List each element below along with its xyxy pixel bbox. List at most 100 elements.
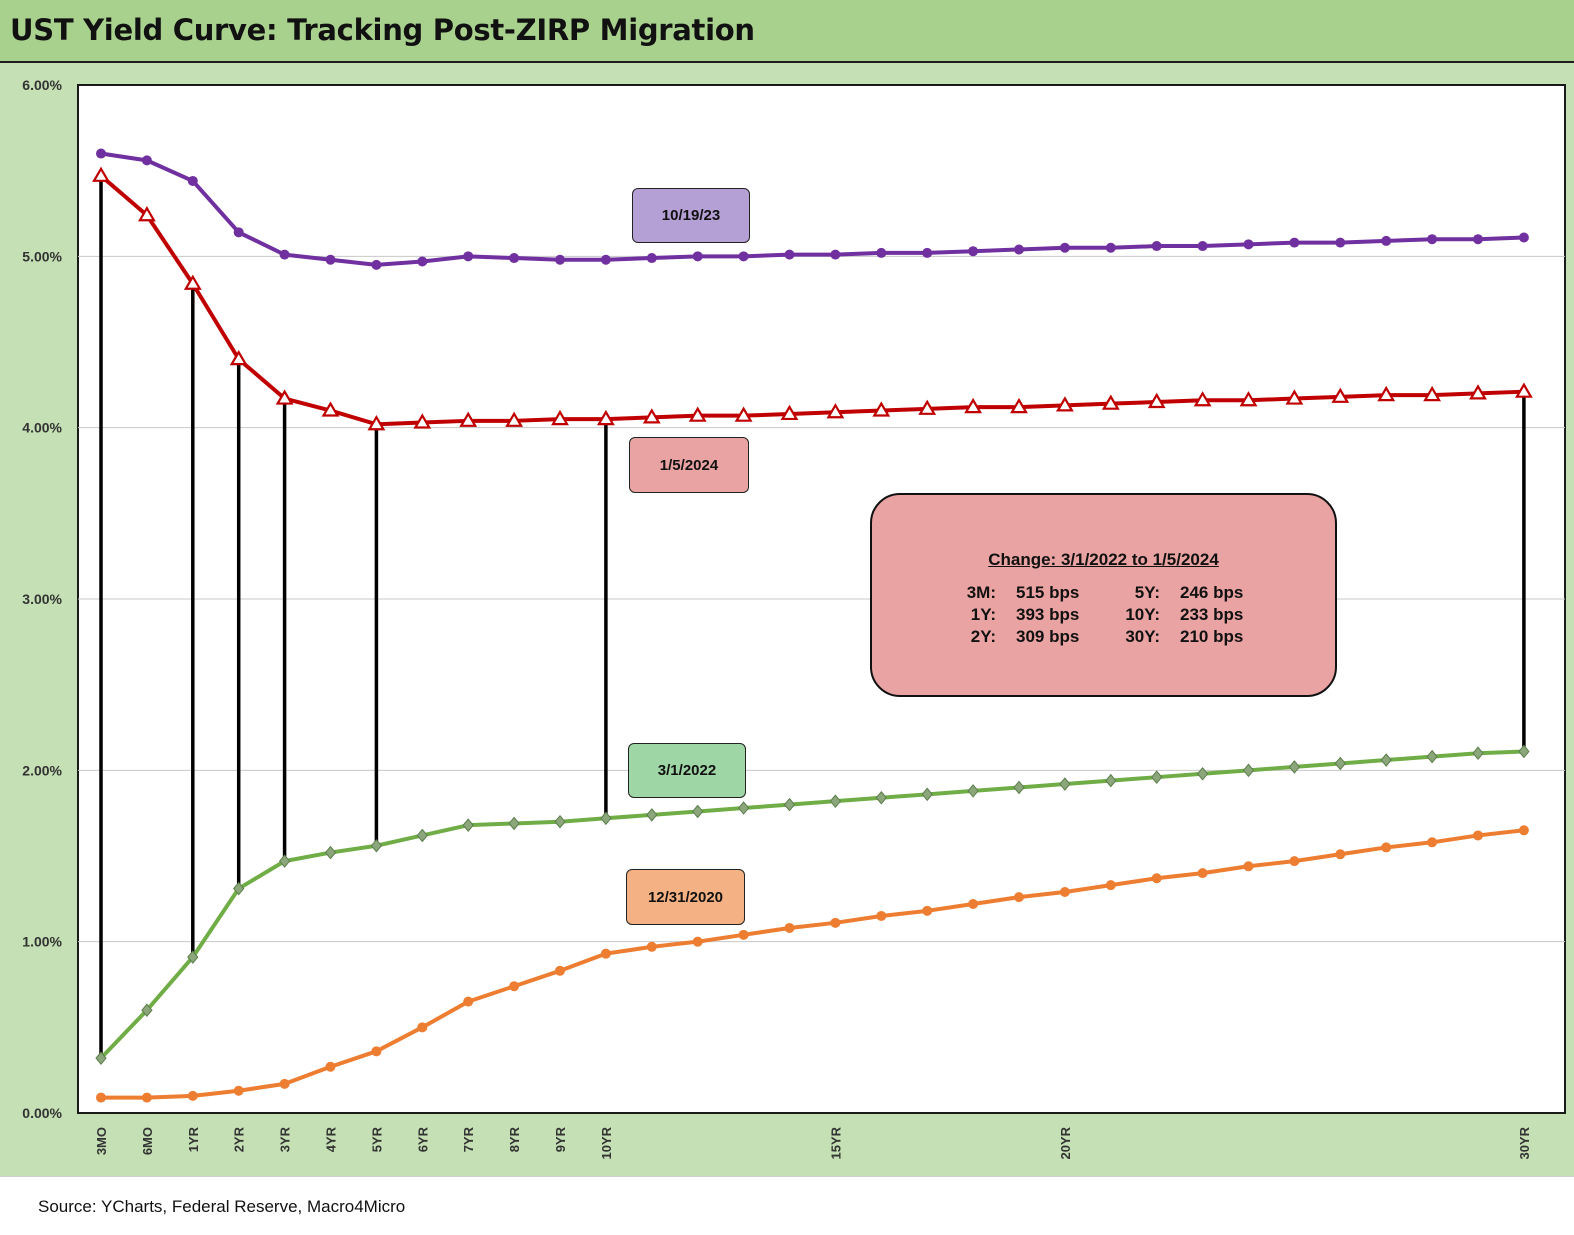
data-point <box>1014 244 1024 255</box>
data-point <box>95 1051 107 1065</box>
data-point <box>875 790 887 805</box>
data-point <box>921 787 933 802</box>
data-point <box>1473 234 1483 245</box>
y-tick-label: 4.00% <box>22 420 62 436</box>
data-point <box>279 249 290 260</box>
data-point <box>1151 873 1162 884</box>
data-point <box>1380 753 1392 767</box>
change-key: 2Y: <box>970 627 996 646</box>
x-tick-label: 3MO <box>94 1127 109 1155</box>
data-point <box>141 155 152 166</box>
x-tick-label: 6MO <box>140 1127 155 1155</box>
y-tick-label: 3.00% <box>22 591 62 607</box>
data-point <box>229 349 248 366</box>
data-point <box>1193 391 1212 407</box>
data-point <box>1427 234 1438 245</box>
data-point <box>1288 760 1301 774</box>
series <box>96 825 1529 1103</box>
data-point <box>1472 746 1484 760</box>
data-point <box>1381 235 1392 246</box>
data-point <box>600 948 611 959</box>
change-value: 246 bps <box>1180 583 1244 602</box>
data-point <box>1010 397 1028 414</box>
data-point <box>233 227 244 238</box>
data-point <box>1197 241 1208 252</box>
data-point <box>1059 242 1070 253</box>
data-point <box>555 254 565 265</box>
change-key: 30Y: <box>1125 627 1160 646</box>
data-point <box>459 411 478 427</box>
data-point <box>646 253 657 264</box>
data-point <box>416 828 428 843</box>
data-point <box>413 413 432 429</box>
data-point <box>371 1046 382 1057</box>
data-point <box>600 254 611 265</box>
series-label-3-1-2022: 3/1/2022 <box>628 743 746 798</box>
series-line <box>101 828 1525 1100</box>
data-point <box>1055 396 1074 412</box>
data-point <box>509 981 520 992</box>
data-point <box>922 905 933 916</box>
data-point <box>1101 394 1120 410</box>
y-tick-label: 0.00% <box>22 1105 62 1121</box>
data-point <box>183 274 202 290</box>
y-tick-label: 1.00% <box>22 934 62 950</box>
y-tick-label: 2.00% <box>22 762 62 778</box>
data-point <box>1426 749 1438 764</box>
change-connectors <box>99 175 1526 1059</box>
data-point <box>600 811 612 826</box>
data-point <box>1197 868 1208 879</box>
data-point <box>417 256 428 267</box>
data-point <box>92 166 110 182</box>
x-tick-label: 6YR <box>415 1126 430 1152</box>
data-point <box>738 929 749 940</box>
change-row: 3M: 515 bps 5Y: 246 bps <box>872 583 1335 605</box>
x-tick-label: 1YR <box>186 1126 201 1152</box>
data-point <box>555 965 565 976</box>
x-tick-label: 3YR <box>278 1126 293 1152</box>
x-tick-label: 8YR <box>507 1126 522 1152</box>
change-key: 10Y: <box>1125 605 1160 624</box>
change-key: 1Y: <box>970 605 996 624</box>
x-tick-label: 9YR <box>553 1126 568 1152</box>
data-point <box>370 838 383 853</box>
data-point <box>233 881 245 896</box>
data-point <box>1013 780 1025 795</box>
data-point <box>1518 232 1529 243</box>
data-point <box>141 1092 152 1103</box>
change-value: 309 bps <box>1016 627 1080 646</box>
series <box>92 166 1533 431</box>
source-note: Source: YCharts, Federal Reserve, Macro4… <box>38 1197 406 1216</box>
data-point <box>964 397 983 414</box>
change-key: 5Y: <box>1134 583 1160 602</box>
data-point <box>922 247 933 258</box>
data-point <box>968 246 979 257</box>
x-tick-label: 20YR <box>1058 1126 1073 1159</box>
data-point <box>968 898 979 909</box>
x-tick-label: 5YR <box>369 1126 384 1152</box>
data-point <box>1105 880 1116 891</box>
data-point <box>325 254 336 265</box>
data-point <box>1147 392 1166 409</box>
data-point <box>279 1078 290 1089</box>
data-point <box>1334 756 1346 771</box>
data-point <box>1518 744 1530 759</box>
data-point <box>1469 384 1487 400</box>
change-value: 233 bps <box>1180 605 1244 624</box>
data-point <box>784 922 795 933</box>
data-point <box>1514 382 1533 398</box>
data-point <box>462 818 474 832</box>
data-point <box>233 1085 244 1096</box>
data-point <box>1289 856 1300 867</box>
data-point <box>278 854 291 868</box>
data-point <box>187 175 198 186</box>
data-point <box>1059 777 1071 791</box>
data-point <box>367 415 386 431</box>
title-bar: UST Yield Curve: Tracking Post-ZIRP Migr… <box>0 0 1574 63</box>
y-axis: 0.00% 1.00% 2.00% 3.00% 4.00% 5.00% 6.00% <box>22 77 62 1121</box>
x-tick-label: 7YR <box>461 1126 476 1152</box>
data-point <box>780 404 799 421</box>
data-point <box>96 1092 106 1103</box>
data-point <box>463 251 474 262</box>
change-key: 3M: <box>966 583 996 602</box>
